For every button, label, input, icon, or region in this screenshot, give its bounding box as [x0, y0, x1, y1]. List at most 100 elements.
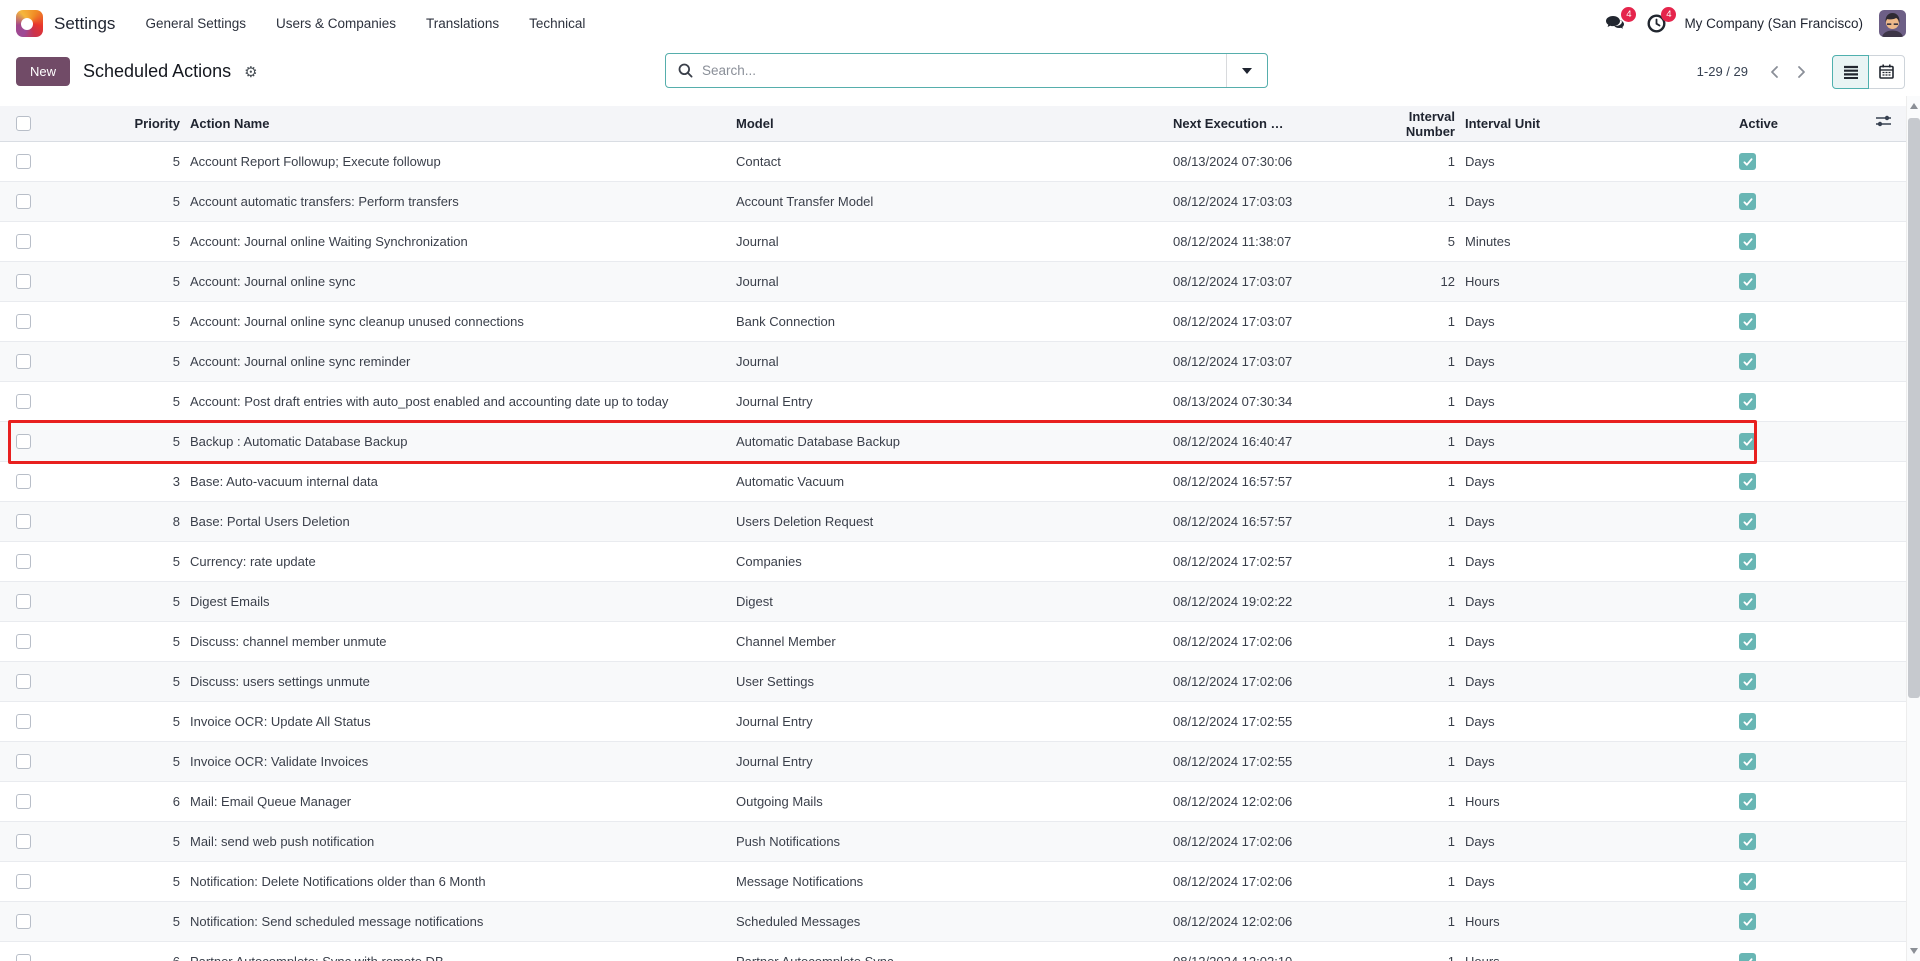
table-row[interactable]: 5 Invoice OCR: Validate Invoices Journal… [0, 742, 1920, 782]
cell-next-execution[interactable]: 08/12/2024 12:02:10 [1173, 954, 1392, 961]
cell-model[interactable]: Bank Connection [736, 314, 836, 329]
cell-interval-unit[interactable]: Days [1465, 514, 1495, 529]
cell-interval-number[interactable]: 1 [1447, 754, 1455, 769]
cell-model[interactable]: Partner Autocomplete Sync [736, 954, 1173, 961]
row-select-checkbox[interactable] [16, 594, 31, 609]
cell-interval-unit[interactable]: Days [1465, 754, 1495, 769]
messages-button[interactable]: 4 [1604, 6, 1637, 35]
table-row[interactable]: 5 Account: Post draft entries with auto_… [0, 382, 1920, 422]
pager-previous-button[interactable] [1762, 59, 1786, 85]
cell-model[interactable]: Push Notifications [736, 834, 841, 849]
table-row[interactable]: 6 Mail: Email Queue Manager Outgoing Mai… [0, 782, 1920, 822]
cell-interval-number[interactable]: 1 [1447, 714, 1455, 729]
cell-priority[interactable]: 5 [172, 274, 180, 289]
cell-interval-number[interactable]: 1 [1447, 674, 1455, 689]
row-select-checkbox[interactable] [16, 354, 31, 369]
cell-action-name[interactable]: Account: Journal online sync reminder [190, 354, 411, 369]
table-row[interactable]: 5 Currency: rate update Companies 08/12/… [0, 542, 1920, 582]
table-row[interactable]: 5 Account automatic transfers: Perform t… [0, 182, 1920, 222]
cell-interval-number[interactable]: 1 [1447, 594, 1455, 609]
cell-interval-unit[interactable]: Days [1465, 674, 1495, 689]
cell-interval-number[interactable]: 1 [1447, 794, 1455, 809]
row-select-checkbox[interactable] [16, 394, 31, 409]
cell-interval-number[interactable]: 1 [1447, 634, 1455, 649]
cell-priority[interactable]: 6 [44, 954, 180, 961]
active-checkbox[interactable] [1739, 873, 1756, 890]
cell-interval-number[interactable]: 1 [1447, 314, 1455, 329]
active-checkbox[interactable] [1739, 273, 1756, 290]
cell-action-name[interactable]: Account automatic transfers: Perform tra… [190, 194, 459, 209]
cell-next-execution[interactable]: 08/12/2024 17:02:55 [1173, 714, 1293, 729]
select-all-checkbox[interactable] [16, 116, 31, 131]
table-row[interactable]: 3 Base: Auto-vacuum internal data Automa… [0, 462, 1920, 502]
cell-model[interactable]: Companies [736, 554, 802, 569]
cell-action-name[interactable]: Notification: Send scheduled message not… [190, 914, 484, 929]
cell-interval-number[interactable]: 1 [1447, 354, 1455, 369]
search-dropdown-toggle[interactable] [1226, 54, 1267, 87]
cell-priority[interactable]: 3 [172, 474, 180, 489]
cell-interval-unit[interactable]: Days [1465, 634, 1495, 649]
active-checkbox[interactable] [1739, 473, 1756, 490]
cell-priority[interactable]: 5 [172, 394, 180, 409]
nav-item-general-settings[interactable]: General Settings [145, 16, 246, 31]
cell-next-execution[interactable]: 08/12/2024 12:02:06 [1173, 794, 1293, 809]
cell-interval-number[interactable]: 1 [1447, 834, 1455, 849]
nav-item-translations[interactable]: Translations [426, 16, 500, 31]
scrollbar-down-arrow[interactable] [1907, 943, 1920, 959]
active-checkbox[interactable] [1739, 913, 1756, 930]
cell-action-name[interactable]: Invoice OCR: Validate Invoices [190, 754, 369, 769]
activities-button[interactable]: 4 [1644, 6, 1677, 35]
cell-next-execution[interactable]: 08/13/2024 07:30:06 [1173, 154, 1293, 169]
vertical-scrollbar[interactable] [1906, 96, 1920, 961]
column-header-interval-number[interactable]: Interval Number [1405, 108, 1455, 139]
table-row[interactable]: 8 Base: Portal Users Deletion Users Dele… [0, 502, 1920, 542]
cell-action-name[interactable]: Discuss: channel member unmute [190, 634, 387, 649]
list-view-button[interactable] [1832, 54, 1869, 89]
cell-priority[interactable]: 5 [172, 354, 180, 369]
active-checkbox[interactable] [1739, 393, 1756, 410]
cell-next-execution[interactable]: 08/12/2024 11:38:07 [1173, 234, 1292, 249]
active-checkbox[interactable] [1739, 513, 1756, 530]
table-row[interactable]: 5 Account: Journal online sync cleanup u… [0, 302, 1920, 342]
cell-interval-number[interactable]: 1 [1447, 394, 1455, 409]
active-checkbox[interactable] [1739, 713, 1756, 730]
cell-priority[interactable]: 5 [172, 154, 180, 169]
cell-action-name[interactable]: Invoice OCR: Update All Status [190, 714, 371, 729]
row-select-checkbox[interactable] [16, 154, 31, 169]
nav-item-users-companies[interactable]: Users & Companies [276, 16, 397, 31]
cell-action-name[interactable]: Account: Journal online sync [190, 274, 356, 289]
user-avatar[interactable] [1879, 10, 1906, 37]
cell-next-execution[interactable]: 08/12/2024 17:02:06 [1173, 634, 1293, 649]
cell-interval-unit[interactable]: Days [1465, 874, 1495, 889]
cell-next-execution[interactable]: 08/12/2024 16:57:57 [1173, 514, 1293, 529]
cell-priority[interactable]: 5 [172, 634, 180, 649]
cell-model[interactable]: Automatic Vacuum [736, 474, 845, 489]
cell-model[interactable]: Account Transfer Model [736, 194, 874, 209]
active-checkbox[interactable] [1739, 353, 1756, 370]
cell-priority[interactable]: 8 [172, 514, 180, 529]
cell-model[interactable]: Journal Entry [736, 714, 813, 729]
cell-model[interactable]: Journal Entry [736, 754, 813, 769]
search-input[interactable] [693, 62, 1226, 79]
cell-action-name[interactable]: Discuss: users settings unmute [190, 674, 370, 689]
cell-model[interactable]: Scheduled Messages [736, 914, 861, 929]
cell-model[interactable]: Journal [736, 354, 779, 369]
column-header-active[interactable]: Active [1739, 116, 1779, 131]
row-select-checkbox[interactable] [16, 754, 31, 769]
table-row[interactable]: 5 Backup : Automatic Database Backup Aut… [0, 420, 1920, 464]
active-checkbox[interactable] [1739, 433, 1756, 450]
cell-next-execution[interactable]: 08/12/2024 17:02:06 [1173, 834, 1293, 849]
cell-next-execution[interactable]: 08/12/2024 17:03:07 [1173, 314, 1293, 329]
app-name-menu[interactable]: Settings [54, 13, 116, 33]
cell-model[interactable]: User Settings [736, 674, 815, 689]
cell-priority[interactable]: 5 [172, 554, 180, 569]
cell-model[interactable]: Automatic Database Backup [736, 434, 901, 449]
cell-interval-unit[interactable]: Days [1465, 434, 1495, 449]
cell-action-name[interactable]: Account: Journal online Waiting Synchron… [190, 234, 468, 249]
active-checkbox[interactable] [1739, 553, 1756, 570]
cell-interval-unit[interactable]: Hours [1465, 914, 1500, 929]
cell-next-execution[interactable]: 08/12/2024 17:02:55 [1173, 754, 1293, 769]
row-select-checkbox[interactable] [16, 234, 31, 249]
row-select-checkbox[interactable] [16, 674, 31, 689]
active-checkbox[interactable] [1739, 313, 1756, 330]
